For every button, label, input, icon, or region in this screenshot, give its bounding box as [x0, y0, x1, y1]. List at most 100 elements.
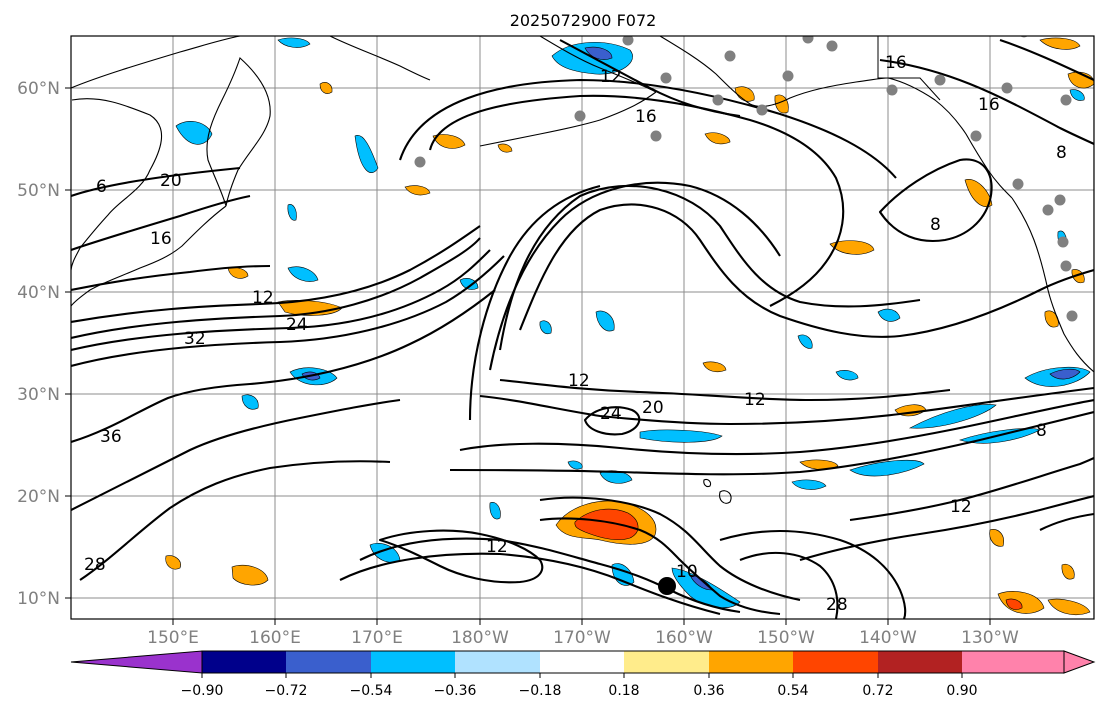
- contour-label: 24: [286, 315, 308, 335]
- positive-patch: [319, 82, 333, 94]
- station-marker: [574, 110, 586, 122]
- political-boundaries: [877, 36, 941, 101]
- lon-label: 160°W: [655, 628, 713, 648]
- contour-labels: 8 12 16 16 16 16 20 12 24 32 36 12 24 20…: [84, 53, 1067, 615]
- contour-line: [499, 378, 951, 402]
- contour-line: [71, 255, 505, 368]
- station-marker: [712, 94, 724, 106]
- lon-label: 150°W: [757, 628, 815, 648]
- contour-line: [378, 529, 544, 584]
- negative-patch: [489, 502, 501, 520]
- negative-patch: [1069, 89, 1085, 101]
- positive-patch: [165, 555, 181, 570]
- colorbar-tick-label: 0.18: [608, 683, 639, 699]
- contour-line: [449, 410, 1094, 476]
- positive-patch: [774, 94, 789, 114]
- colorbar-ticks: [201, 673, 963, 678]
- coastline-aleutians: [479, 91, 657, 147]
- colorbar-tick-label: −0.54: [350, 683, 393, 699]
- contour-label: 16: [885, 53, 907, 73]
- positive-patch: [829, 240, 875, 255]
- contour-line: [1039, 512, 1094, 531]
- contour-line: [539, 496, 801, 602]
- negative-patch: [459, 278, 479, 290]
- contour-label: 12: [950, 497, 972, 517]
- colorbar-tick-label: −0.36: [434, 683, 477, 699]
- positive-patch: [432, 134, 466, 149]
- lat-label: 20°N: [17, 487, 60, 507]
- negative-patch: [639, 429, 723, 443]
- colorbar-tick-label: 0.54: [777, 683, 808, 699]
- negative-patch-core: [1049, 368, 1081, 380]
- station-marker: [826, 40, 838, 52]
- contour-line: [71, 225, 481, 324]
- lat-label: 60°N: [17, 79, 60, 99]
- station-marker: [970, 130, 982, 142]
- negative-patch: [849, 459, 925, 477]
- lat-label: 10°N: [17, 589, 60, 609]
- contour-label: 28: [84, 555, 106, 575]
- map-title: 2025072900 F072: [510, 11, 657, 30]
- station-marker: [724, 50, 736, 62]
- contour-label: 12: [744, 390, 766, 410]
- contour-label: 12: [568, 371, 590, 391]
- positive-patch: [404, 185, 431, 196]
- coastline-kamchatka: [206, 57, 271, 207]
- lon-label: 140°W: [859, 628, 917, 648]
- contour-label: 28: [826, 595, 848, 615]
- contour-line: [879, 58, 1094, 145]
- lat-label: 30°N: [17, 385, 60, 405]
- negative-patch: [277, 37, 311, 48]
- contour-line: [79, 460, 391, 581]
- station-marker: [1054, 194, 1066, 206]
- positive-patch: [1039, 37, 1081, 50]
- contour-label: 32: [184, 329, 206, 349]
- contour-label: 16: [635, 107, 657, 127]
- colorbar-extend-low: [70, 650, 203, 674]
- station-marker: [802, 36, 814, 44]
- colorbar-bin: [286, 651, 371, 673]
- station-marker: [622, 36, 634, 46]
- colorbar-bin: [202, 651, 286, 673]
- station-marker: [1066, 310, 1078, 322]
- negative-patch: [567, 460, 583, 470]
- contour-line: [519, 203, 1094, 338]
- negative-patch: [175, 121, 213, 145]
- positive-patch: [799, 459, 839, 470]
- station-marker: [414, 156, 426, 168]
- contour-label: 16: [978, 95, 1000, 115]
- contour-line: [849, 457, 1094, 522]
- positive-patch: [704, 132, 731, 145]
- positive-patch: [734, 86, 755, 102]
- station-marker: [1060, 260, 1072, 272]
- contour-line: [399, 78, 897, 179]
- contour-line: [71, 237, 481, 340]
- colorbar-bin: [624, 651, 709, 673]
- negative-patch: [908, 404, 997, 429]
- contour-label: 16: [150, 229, 172, 249]
- colorbar-bin: [793, 651, 878, 673]
- contour-line: [739, 551, 839, 619]
- station-marker: [1057, 236, 1069, 248]
- negative-patch: [241, 394, 259, 410]
- contour-label: 12: [486, 537, 508, 557]
- lat-label: 50°N: [17, 181, 60, 201]
- contour-label: 20: [642, 398, 664, 418]
- negative-patch: [791, 479, 827, 490]
- contour-line: [878, 158, 993, 242]
- negative-patch: [539, 320, 552, 335]
- contour-line: [428, 94, 845, 307]
- colorbar-tick-label: 0.72: [862, 683, 893, 699]
- positive-patch: [231, 564, 269, 586]
- coastlines: [71, 36, 1094, 619]
- contour-line: [71, 264, 271, 292]
- contour-line: [468, 184, 601, 421]
- colorbar-bin: [540, 651, 624, 673]
- lon-label: 130°W: [961, 628, 1019, 648]
- colorbar: −0.90 −0.72 −0.54 −0.36 −0.18 0.18 0.36 …: [70, 650, 1096, 699]
- contour-line: [71, 194, 251, 251]
- coastline-gulf-alaska: [887, 77, 1013, 199]
- positive-patch: [964, 179, 993, 208]
- colorbar-bin: [962, 651, 1064, 673]
